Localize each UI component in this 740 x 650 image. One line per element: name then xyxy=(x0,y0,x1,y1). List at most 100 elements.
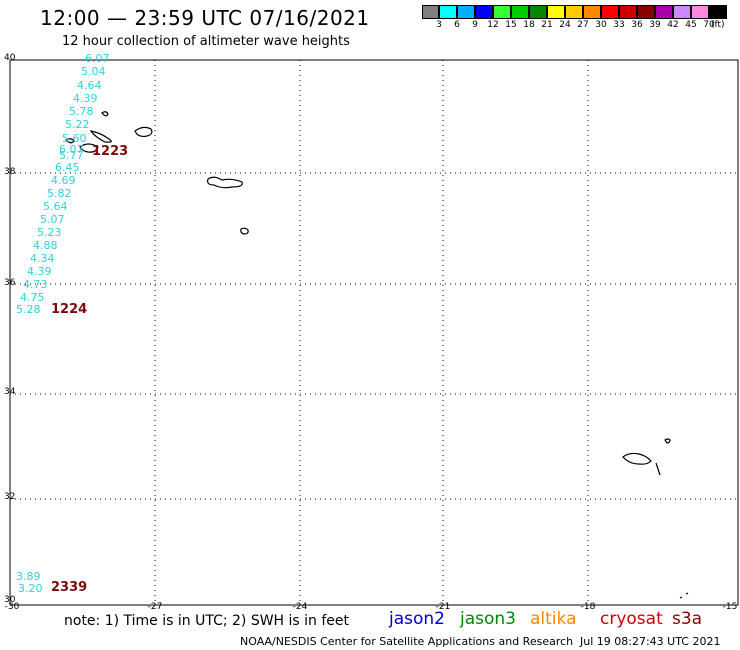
swh-value: 5.07 xyxy=(40,213,65,226)
island-faial xyxy=(79,143,99,153)
colorbar-swatch xyxy=(637,5,655,19)
island-flores xyxy=(89,130,112,143)
lat-label: 38 xyxy=(4,167,16,177)
swh-value: 4.88 xyxy=(33,239,58,252)
legend-altika: altika xyxy=(530,609,577,629)
island-corvo xyxy=(101,111,109,117)
lon-label: -24 xyxy=(292,602,308,612)
page-subtitle: 12 hour collection of altimeter wave hei… xyxy=(62,34,350,49)
colorbar xyxy=(422,5,727,19)
swh-value: 5.60 xyxy=(62,132,87,145)
lon-label: -21 xyxy=(435,602,451,612)
swh-value: 3.89 xyxy=(16,570,41,583)
swh-value: 5.28 xyxy=(16,303,41,316)
lat-label: 34 xyxy=(4,387,16,397)
colorbar-swatch xyxy=(673,5,691,19)
colorbar-label: 6 xyxy=(454,20,460,30)
colorbar-label: 27 xyxy=(577,20,589,30)
lon-label: -15 xyxy=(722,602,738,612)
colorbar-label: 24 xyxy=(559,20,571,30)
colorbar-swatch xyxy=(493,5,511,19)
map-frame xyxy=(9,59,739,606)
graticule xyxy=(10,60,738,605)
colorbar-swatch xyxy=(565,5,583,19)
colorbar-unit: (ft) xyxy=(711,20,725,30)
swh-value: 4.34 xyxy=(30,252,55,265)
azores-islands xyxy=(65,111,249,235)
swh-value: 5.22 xyxy=(65,118,90,131)
swh-value: 4.73 xyxy=(23,278,48,291)
lon-label: -30 xyxy=(4,602,20,612)
swh-value: 5.23 xyxy=(37,226,62,239)
legend-cryosat: cryosat xyxy=(600,609,663,629)
swh-value: 5.82 xyxy=(47,187,72,200)
colorbar-label: 9 xyxy=(472,20,478,30)
colorbar-swatch xyxy=(583,5,601,19)
colorbar-label: 12 xyxy=(487,20,499,30)
legend-jason2: jason2 xyxy=(389,609,445,629)
island-selvagens xyxy=(679,592,689,599)
swh-value: 6.45 xyxy=(55,161,80,174)
island-small xyxy=(65,138,75,144)
lat-label: 30 xyxy=(4,595,16,605)
colorbar-label: 42 xyxy=(667,20,679,30)
colorbar-swatch xyxy=(655,5,673,19)
island-porto-santo xyxy=(664,438,671,444)
swh-value: 5.78 xyxy=(69,105,94,118)
colorbar-swatch xyxy=(547,5,565,19)
colorbar-label: 3 xyxy=(436,20,442,30)
colorbar-label: 15 xyxy=(505,20,517,30)
swh-value: 4.64 xyxy=(77,79,102,92)
colorbar-label: 30 xyxy=(595,20,607,30)
lat-label: 40 xyxy=(4,53,16,63)
colorbar-label: 70 xyxy=(703,20,715,30)
lat-label: 32 xyxy=(4,492,16,502)
pass-time-label: 1224 xyxy=(51,302,88,317)
legend-jason3: jason3 xyxy=(460,609,516,629)
swh-value: 4.75 xyxy=(20,291,45,304)
colorbar-swatch xyxy=(619,5,637,19)
colorbar-swatch xyxy=(475,5,493,19)
colorbar-label: 39 xyxy=(649,20,661,30)
colorbar-labels: (ft) 3 6 9 12 15 18 21 24 27 30 33 36 39 42 45 70 xyxy=(422,20,740,32)
lon-label: -18 xyxy=(580,602,596,612)
colorbar-label: 21 xyxy=(541,20,553,30)
colorbar-label: 18 xyxy=(523,20,535,30)
lat-label: 36 xyxy=(4,278,16,288)
colorbar-label: 33 xyxy=(613,20,625,30)
swh-value: 5.64 xyxy=(43,200,68,213)
colorbar-swatch xyxy=(691,5,709,19)
swh-value: 6.07 xyxy=(85,52,110,65)
colorbar-swatch xyxy=(709,5,727,19)
swh-value: 5.77 xyxy=(59,149,84,162)
footer-credit: NOAA/NESDIS Center for Satellite Applica… xyxy=(240,635,574,648)
island-graciosa xyxy=(134,126,153,138)
swh-value: 3.20 xyxy=(18,582,43,595)
pass-time-label: 2339 xyxy=(51,580,88,595)
swh-value: 4.69 xyxy=(51,174,76,187)
colorbar-swatch xyxy=(601,5,619,19)
swh-value: 5.04 xyxy=(81,65,106,78)
legend-s3a: s3a xyxy=(672,609,703,629)
page-title: 12:00 — 23:59 UTC 07/16/2021 xyxy=(40,6,370,30)
colorbar-swatch xyxy=(511,5,529,19)
swh-value: 6.07 xyxy=(59,143,84,156)
swh-value: 4.39 xyxy=(73,92,98,105)
island-madeira xyxy=(622,452,652,465)
colorbar-swatch xyxy=(422,5,439,19)
footer-note: note: 1) Time is in UTC; 2) SWH is in fe… xyxy=(64,613,350,629)
colorbar-label: 36 xyxy=(631,20,643,30)
colorbar-swatch xyxy=(439,5,457,19)
island-desertas xyxy=(655,462,661,476)
island-sao-miguel xyxy=(207,176,243,189)
madeira-islands xyxy=(622,438,689,599)
pass-time-label: 1223 xyxy=(92,144,129,159)
colorbar-swatch xyxy=(529,5,547,19)
colorbar-swatch xyxy=(457,5,475,19)
island-santa-maria xyxy=(240,227,249,235)
footer-timestamp: Jul 19 08:27:43 UTC 2021 xyxy=(580,635,721,648)
colorbar-label: 45 xyxy=(685,20,697,30)
lon-label: -27 xyxy=(147,602,163,612)
